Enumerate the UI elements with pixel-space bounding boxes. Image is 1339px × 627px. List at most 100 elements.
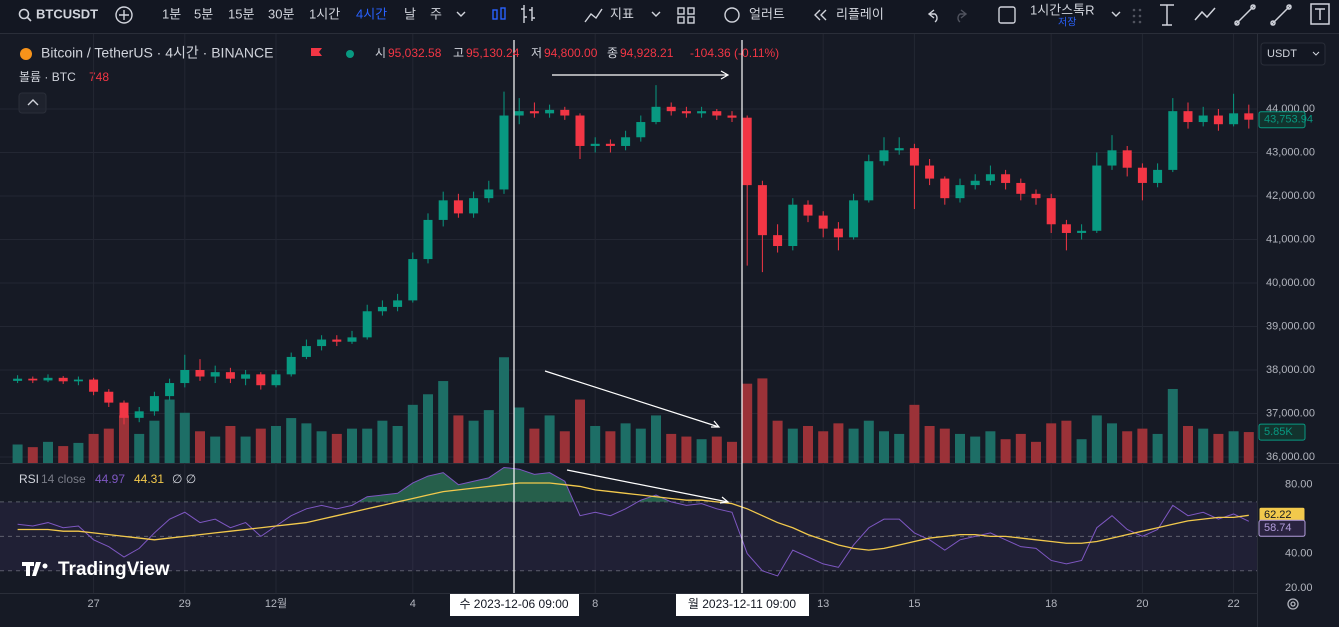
rsi-params: 14 close [41, 472, 86, 486]
volume-bar [43, 441, 53, 463]
interval-button[interactable]: 1분 [162, 6, 181, 21]
rsi-ma-line [17, 482, 1249, 551]
y-tick-label: 37,000.00 [1266, 407, 1315, 419]
volume-bar [818, 431, 829, 463]
candle-body [909, 148, 919, 166]
currency-select[interactable] [1260, 42, 1326, 66]
candle-body [849, 200, 859, 238]
candle-body [73, 379, 83, 382]
candle-body [1229, 113, 1239, 125]
volume-bar [392, 425, 403, 463]
ohlc-value: 95,032.58 [388, 46, 442, 60]
volume-bar [559, 431, 570, 463]
candle-body [271, 374, 281, 386]
candle-body [332, 339, 342, 342]
interval-button[interactable]: 날 [404, 6, 416, 21]
replay-button[interactable]: 리플레이 [836, 6, 884, 21]
volume-bar [939, 428, 950, 463]
candle-body [28, 378, 38, 381]
volume-bar [1076, 439, 1087, 463]
redo-button[interactable] [957, 9, 968, 23]
candle-body [727, 115, 737, 118]
volume-bar [666, 433, 677, 463]
series-title[interactable]: Bitcoin / TetherUS · 4시간 · BINANCE [41, 45, 273, 61]
volume-bar [757, 378, 768, 463]
candle-body [408, 259, 418, 301]
volume-bar [1061, 420, 1072, 463]
search-icon[interactable] [18, 8, 30, 20]
settings-button[interactable] [1287, 598, 1299, 610]
volume-bar [438, 381, 449, 463]
candle-body [438, 200, 448, 220]
fullscreen-button[interactable] [998, 6, 1016, 24]
interval-button[interactable]: 5분 [194, 6, 213, 21]
indicators-button[interactable]: 지표 [610, 6, 634, 21]
x-tick-label: 8 [592, 598, 598, 610]
volume-bar [255, 428, 266, 463]
candle-body [590, 143, 600, 146]
volume-bar [970, 436, 981, 463]
layout-dropdown[interactable] [1111, 11, 1121, 17]
collapse-icon [27, 99, 39, 106]
candle-body [575, 115, 585, 146]
candle-body [317, 339, 327, 347]
logo-mark [22, 562, 41, 576]
alert-icon[interactable] [724, 7, 740, 23]
volume-bar [1228, 431, 1239, 463]
flag-icon[interactable] [311, 48, 322, 56]
volume-bar [787, 428, 798, 463]
arrow [552, 70, 730, 80]
volume-bar [286, 418, 297, 463]
volume-bar [453, 415, 464, 463]
candle-body [393, 300, 403, 307]
candle-body [1137, 167, 1147, 183]
interval-button[interactable]: 15분 [228, 6, 254, 21]
compare-button[interactable] [115, 6, 133, 24]
drawing-tools[interactable] [1160, 3, 1330, 26]
volume-bar [529, 428, 540, 463]
arrow [544, 370, 721, 428]
candle-body [1031, 193, 1041, 199]
volume-bar [696, 439, 707, 463]
interval-button[interactable]: 30분 [268, 6, 294, 21]
candle-body [1092, 165, 1102, 231]
x-tick-label: 4 [410, 598, 416, 610]
interval-button[interactable]: 주 [430, 6, 442, 21]
candle-body [210, 372, 220, 377]
symbol[interactable]: BTCUSDT [36, 6, 98, 21]
currency-dropdown [1312, 51, 1320, 56]
chart-type-button[interactable] [492, 7, 506, 20]
interval-button[interactable]: 4시간 [356, 6, 387, 21]
interval-dropdown[interactable] [456, 11, 466, 17]
volume-bar [681, 436, 692, 463]
market-status [346, 50, 354, 58]
volume-bar [499, 357, 509, 463]
volume-bar [848, 428, 859, 463]
volume-bar [1152, 433, 1163, 463]
volume-bar [240, 436, 251, 463]
collapse-button[interactable] [18, 92, 47, 114]
currency[interactable]: USDT [1267, 48, 1297, 60]
ohlc-value: 94,928.21 [620, 46, 674, 60]
bars-button[interactable] [521, 5, 535, 23]
volume-bar [955, 433, 965, 463]
logo-text: TradingView [58, 559, 170, 580]
logo-mark [42, 563, 48, 569]
rsi-last-label-box [1258, 519, 1306, 537]
y-tick-label: 43,000.00 [1266, 146, 1315, 158]
layout-name[interactable]: 1시간스톡R [1030, 2, 1094, 17]
alert-button[interactable]: 얼러트 [749, 6, 785, 21]
candle-body [985, 174, 995, 181]
undo-button[interactable] [927, 9, 938, 23]
volume-bar [164, 399, 175, 463]
volume-bar [1243, 432, 1254, 463]
save-status[interactable]: 저장 [1058, 17, 1076, 29]
indicators-dropdown[interactable] [651, 11, 661, 17]
layouts-button[interactable] [677, 7, 695, 24]
indicators-icon[interactable] [584, 8, 603, 23]
interval-button[interactable]: 1시간 [309, 6, 340, 21]
volume-bar [1107, 423, 1117, 463]
replay-icon[interactable] [814, 9, 827, 21]
candle-body [545, 109, 555, 114]
